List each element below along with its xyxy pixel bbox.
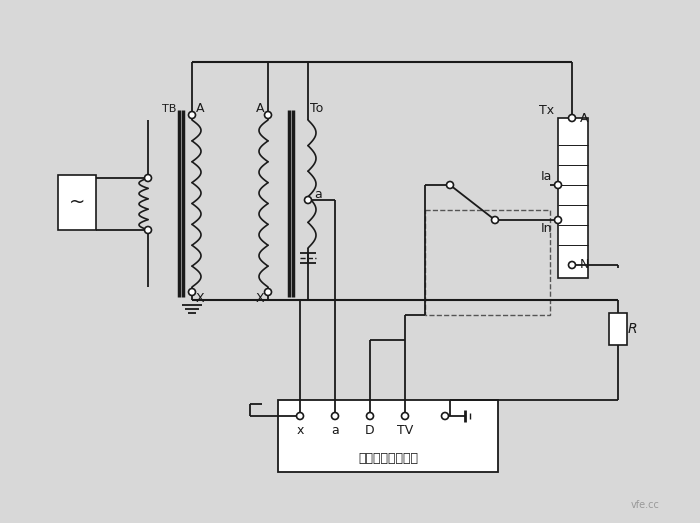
Text: X: X [196, 291, 204, 304]
Text: a: a [331, 425, 339, 438]
Text: x: x [296, 425, 304, 438]
Circle shape [144, 175, 151, 181]
Circle shape [568, 262, 575, 268]
Text: A: A [196, 103, 204, 116]
Bar [558, 118, 588, 278]
Text: R: R [627, 322, 637, 336]
Text: vfe.cc: vfe.cc [631, 500, 659, 510]
Circle shape [265, 289, 272, 295]
Circle shape [442, 413, 449, 419]
Text: TB: TB [162, 104, 176, 114]
Text: D: D [365, 425, 375, 438]
Text: X: X [256, 291, 265, 304]
Circle shape [402, 413, 409, 419]
Circle shape [188, 289, 195, 295]
Text: ~: ~ [69, 193, 85, 212]
Circle shape [554, 217, 561, 223]
Circle shape [332, 413, 339, 419]
Text: A: A [256, 103, 265, 116]
Bar [609, 313, 627, 345]
Circle shape [304, 197, 312, 203]
Circle shape [491, 217, 498, 223]
Text: In: In [540, 222, 552, 234]
Circle shape [297, 413, 304, 419]
Text: To: To [310, 103, 323, 116]
Bar [58, 175, 96, 230]
Circle shape [568, 115, 575, 121]
Text: A: A [580, 111, 588, 124]
Text: a: a [314, 188, 322, 200]
Circle shape [188, 111, 195, 119]
Circle shape [367, 413, 374, 419]
Circle shape [144, 226, 151, 233]
Circle shape [447, 181, 454, 188]
Text: TV: TV [397, 425, 413, 438]
Text: Tx: Tx [540, 104, 554, 117]
Circle shape [265, 111, 272, 119]
Bar [425, 210, 550, 315]
Text: Ia: Ia [540, 170, 552, 184]
Bar [278, 400, 498, 472]
Text: N: N [580, 258, 589, 271]
Text: 电子互感器检验仪: 电子互感器检验仪 [358, 451, 418, 464]
Circle shape [554, 181, 561, 188]
